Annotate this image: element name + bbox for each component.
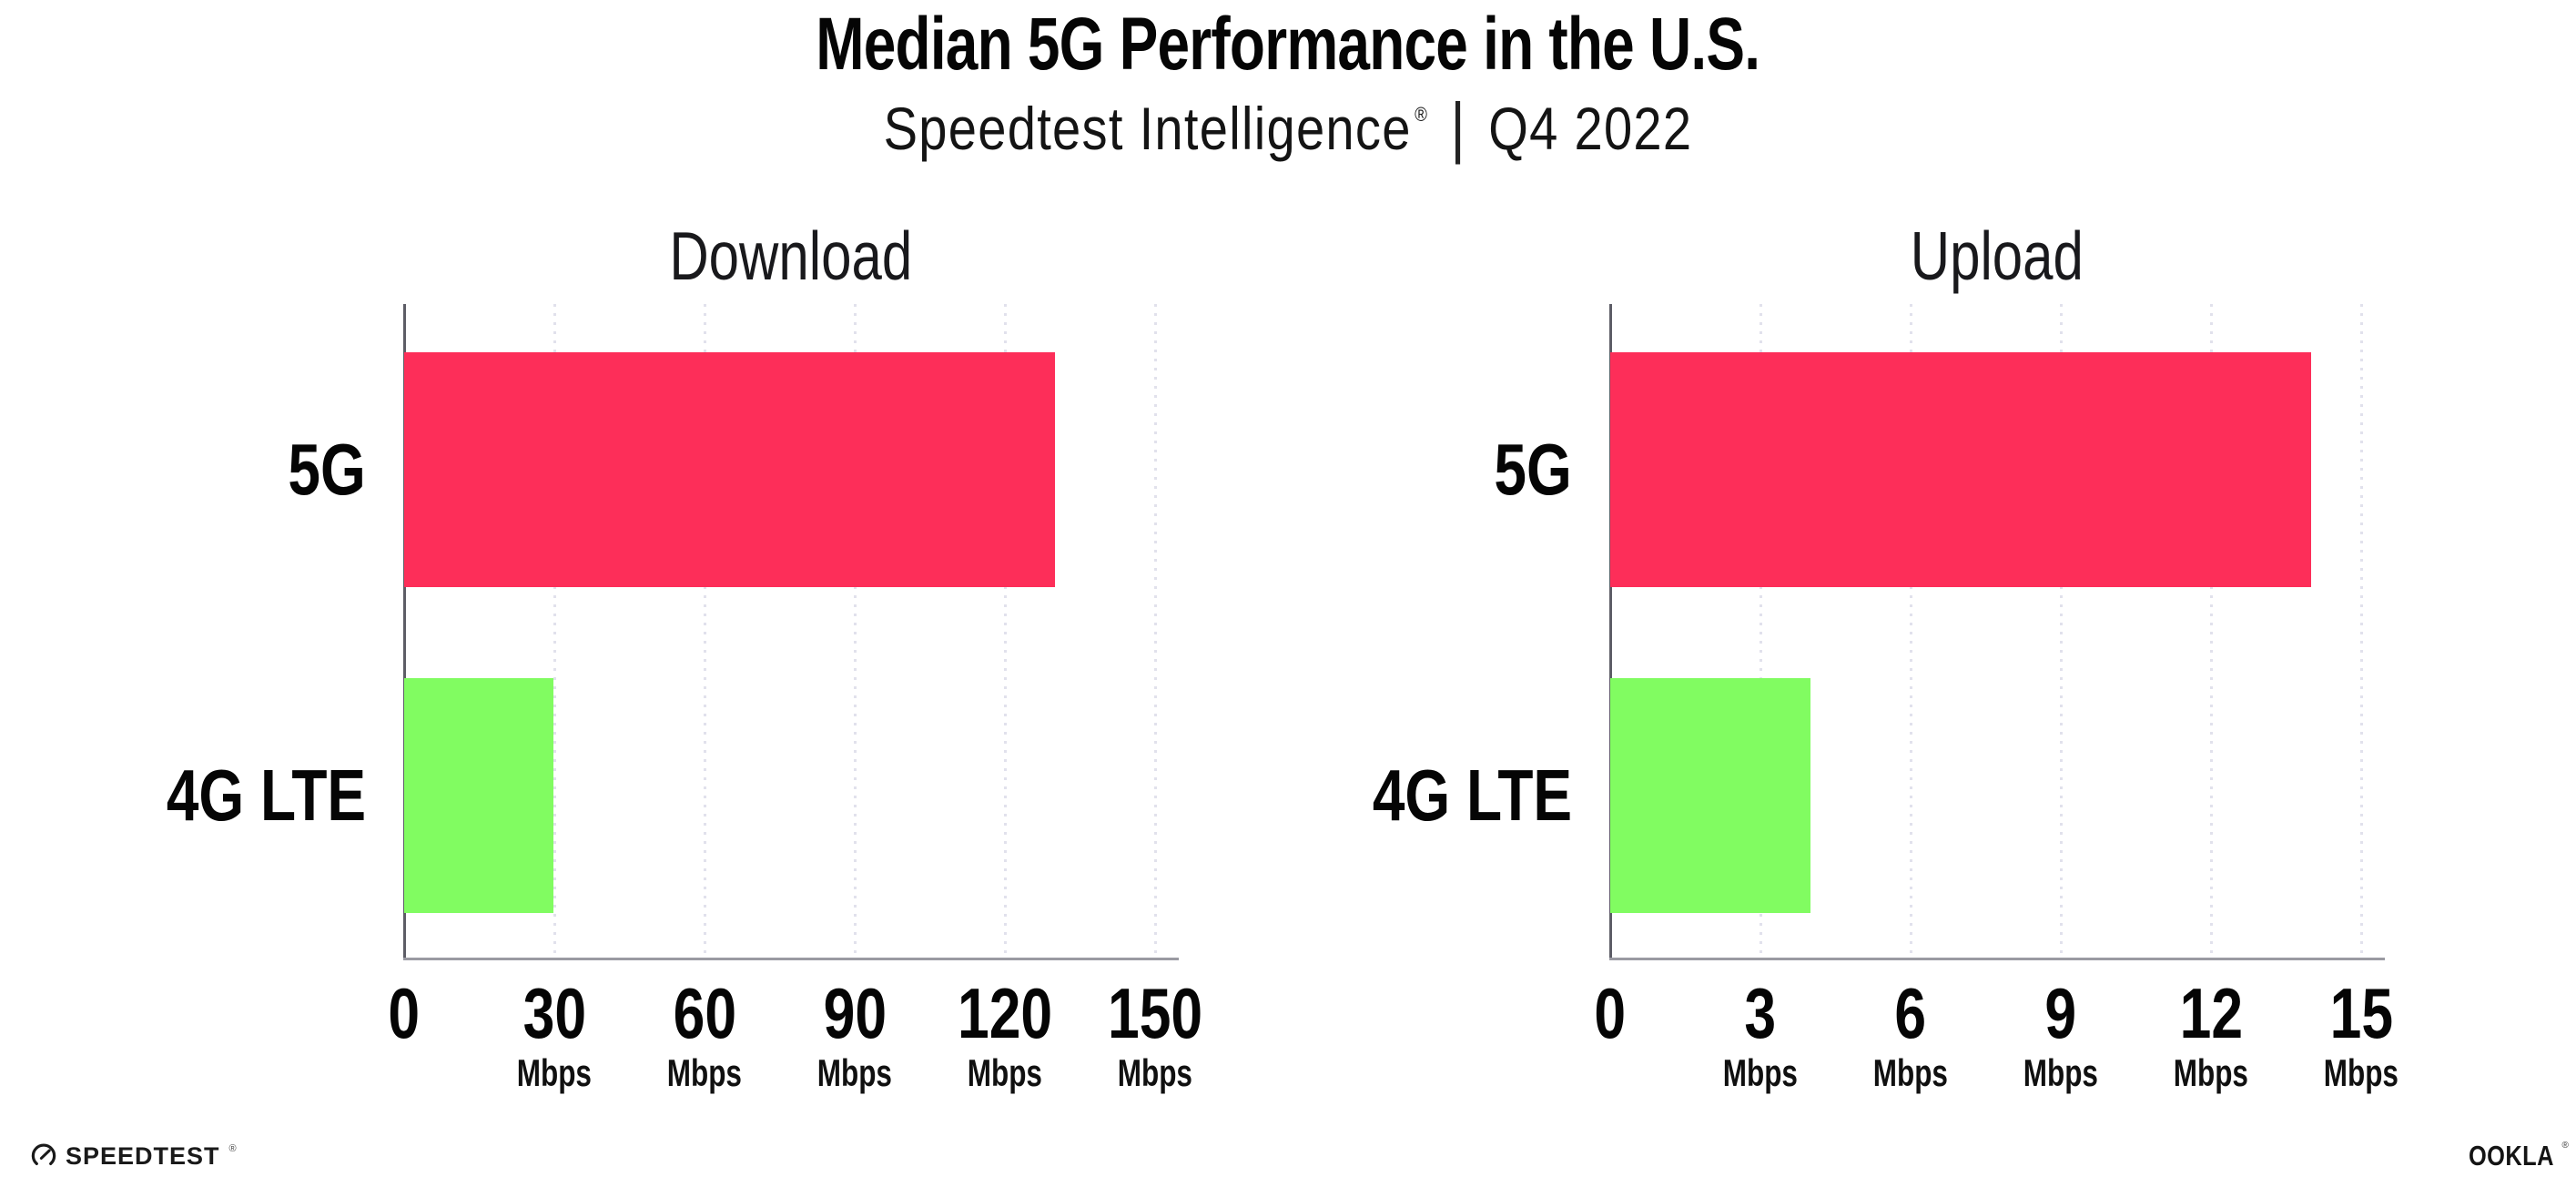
- subtitle-separator: |: [1450, 89, 1465, 165]
- category-label-text: 5G: [288, 429, 366, 510]
- gridline-60-mbps: [703, 304, 706, 958]
- bar-4g-lte-download: [404, 678, 553, 913]
- x-tick-value: 6: [1894, 973, 1927, 1053]
- x-tick-value: 0: [388, 973, 421, 1053]
- x-tick-unit: Mbps: [666, 1051, 743, 1094]
- upload-x-axis: [1609, 958, 2385, 960]
- upload-y-axis: [1609, 304, 1612, 960]
- x-tick-value: 150: [1107, 973, 1203, 1053]
- category-label-text: 4G LTE: [166, 755, 366, 836]
- x-tick-value: 60: [673, 973, 736, 1053]
- x-tick-unit: Mbps: [2323, 1051, 2399, 1094]
- speedtest-logo: SPEEDTEST ®: [30, 1141, 237, 1172]
- ookla-registered-mark: ®: [2561, 1141, 2569, 1151]
- subtitle-brand: Speedtest Intelligence: [883, 95, 1412, 162]
- category-label-5g: 5G: [66, 352, 366, 587]
- download-y-axis: [403, 304, 406, 960]
- upload-plot-area: 5G 4G LTE 0 3 Mbps 6 Mbps 9 Mbps 12 Mbps 15 Mbps: [1373, 304, 2399, 1092]
- x-tick-60: 60 Mbps: [623, 978, 786, 1092]
- page-title: Median 5G Performance in the U.S.: [0, 7, 2576, 82]
- gridline-12-mbps: [2209, 304, 2213, 958]
- x-tick-value: 30: [522, 973, 586, 1053]
- x-tick-30: 30 Mbps: [472, 978, 636, 1092]
- x-tick-value: 9: [2044, 973, 2077, 1053]
- gridline-150-mbps: [1153, 304, 1157, 958]
- bar-5g-download: [404, 352, 1055, 587]
- x-tick-12: 12 Mbps: [2129, 978, 2293, 1092]
- x-tick-unit: Mbps: [1722, 1051, 1799, 1094]
- x-tick-120: 120 Mbps: [923, 978, 1087, 1092]
- download-chart-title: Download: [404, 222, 1178, 290]
- x-tick-9: 9 Mbps: [1979, 978, 2143, 1092]
- x-tick-unit: Mbps: [816, 1051, 893, 1094]
- x-tick-3: 3 Mbps: [1678, 978, 1842, 1092]
- download-chart-title-text: Download: [669, 218, 913, 294]
- x-tick-value: 90: [823, 973, 887, 1053]
- x-tick-unit: Mbps: [967, 1051, 1043, 1094]
- ookla-logo-text: OOKLA: [2469, 1140, 2554, 1172]
- page-title-text: Median 5G Performance in the U.S.: [816, 3, 1761, 86]
- x-tick-unit: Mbps: [1872, 1051, 1949, 1094]
- gridline-90-mbps: [853, 304, 857, 958]
- category-label-5g: 5G: [1272, 352, 1572, 587]
- x-tick-unit: Mbps: [2023, 1051, 2099, 1094]
- page-subtitle: Speedtest Intelligence ® | Q4 2022: [193, 92, 2383, 165]
- x-tick-0: 0: [322, 978, 486, 1049]
- category-label-text: 4G LTE: [1372, 755, 1572, 836]
- x-tick-value: 3: [1744, 973, 1777, 1053]
- x-tick-unit: Mbps: [516, 1051, 593, 1094]
- download-x-axis: [403, 958, 1179, 960]
- bar-5g-upload: [1610, 352, 2311, 587]
- registered-trademark-icon: ®: [1415, 103, 1427, 126]
- x-tick-0: 0: [1528, 978, 1692, 1049]
- gridline-6-mbps: [1909, 304, 1912, 958]
- x-tick-value: 120: [957, 973, 1053, 1053]
- x-tick-unit: Mbps: [1117, 1051, 1193, 1094]
- x-tick-value: 0: [1594, 973, 1627, 1053]
- x-tick-150: 150 Mbps: [1073, 978, 1237, 1092]
- speedtest-logo-text: SPEEDTEST: [66, 1141, 220, 1170]
- download-chart: Download 5G 4G LTE 0 30 Mbps 60 Mbps 90 Mbps 120 M…: [167, 0, 1202, 1197]
- x-tick-value: 15: [2329, 973, 2393, 1053]
- category-label-4g-lte: 4G LTE: [1272, 678, 1572, 913]
- x-tick-value: 12: [2179, 973, 2243, 1053]
- x-tick-unit: Mbps: [2173, 1051, 2249, 1094]
- x-tick-6: 6 Mbps: [1829, 978, 1993, 1092]
- upload-chart: Upload 5G 4G LTE 0 3 Mbps 6 Mbps 9 Mbps 12 Mbps 15 M…: [1373, 0, 2399, 1197]
- gridline-120-mbps: [1003, 304, 1007, 958]
- speedtest-gauge-icon: [31, 1143, 56, 1166]
- gridline-15-mbps: [2359, 304, 2363, 958]
- subtitle-period: Q4 2022: [1488, 95, 1693, 162]
- gridline-3-mbps: [1759, 304, 1762, 958]
- x-tick-15: 15 Mbps: [2279, 978, 2443, 1092]
- bar-4g-lte-upload: [1610, 678, 1810, 913]
- speedtest-registered-mark: ®: [228, 1142, 237, 1154]
- x-tick-90: 90 Mbps: [773, 978, 937, 1092]
- category-label-text: 5G: [1494, 429, 1572, 510]
- gridline-30-mbps: [553, 304, 556, 958]
- ookla-logo: OOKLA ®: [2469, 1141, 2576, 1172]
- download-plot-area: 5G 4G LTE 0 30 Mbps 60 Mbps 90 Mbps 120 Mbps 150 Mbp…: [167, 304, 1202, 1092]
- category-label-4g-lte: 4G LTE: [66, 678, 366, 913]
- upload-chart-title-text: Upload: [1910, 218, 2084, 294]
- gridline-9-mbps: [2059, 304, 2063, 958]
- upload-chart-title: Upload: [1610, 222, 2384, 290]
